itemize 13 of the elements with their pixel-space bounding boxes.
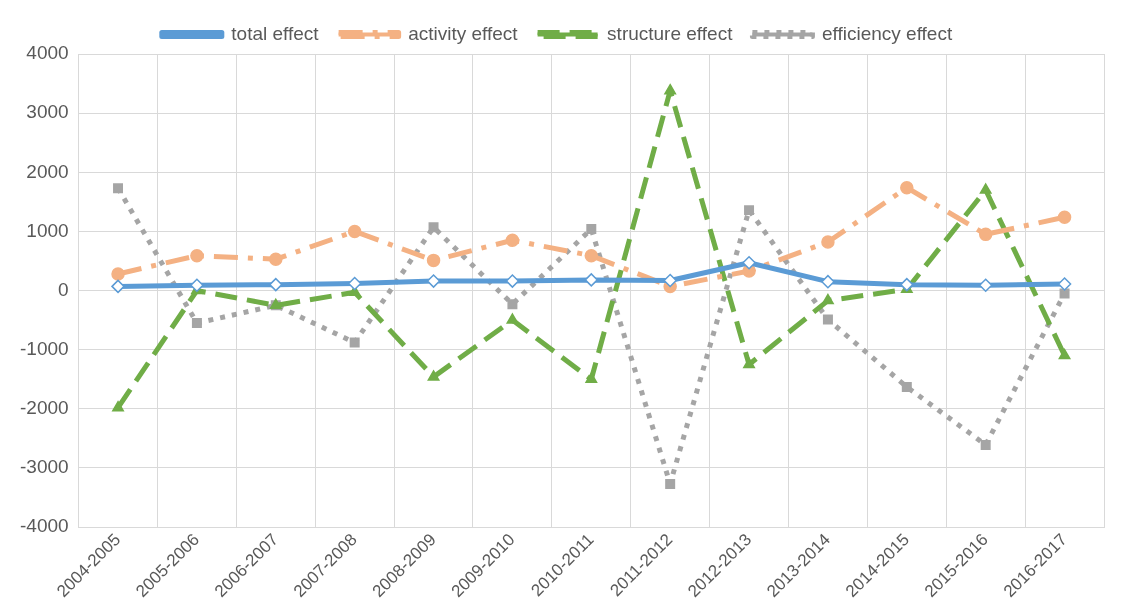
y-tick-label: -4000 [19, 515, 69, 537]
y-tick-label: -3000 [19, 456, 69, 478]
y-tick-label: 3000 [26, 101, 69, 123]
y-tick-label: 4000 [26, 42, 69, 64]
legend-label: efficiency effect [821, 22, 953, 44]
legend-label: total effect [231, 22, 320, 44]
y-tick-label: 0 [58, 278, 69, 300]
y-tick-label: -1000 [19, 337, 69, 359]
legend-label: structure effect [607, 22, 734, 44]
y-tick-label: 1000 [26, 219, 69, 241]
legend-label: activity effect [408, 22, 519, 44]
y-tick-label: 2000 [26, 160, 69, 182]
y-tick-label: -2000 [19, 397, 69, 419]
